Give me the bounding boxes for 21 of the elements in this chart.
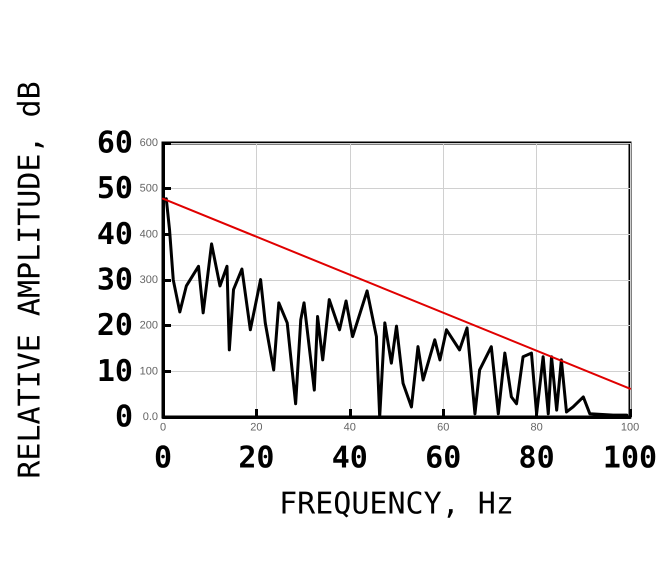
x-tick-label: 0 <box>160 422 166 434</box>
y2-tick-label: 400 <box>140 228 158 240</box>
y-axis-title: RELATIVE AMPLITUDE, dB <box>12 81 48 479</box>
x-tick-label: 100 <box>620 422 640 434</box>
y2-tick-label: 600 <box>140 137 158 149</box>
y2-tick-label: 200 <box>140 320 158 332</box>
y2-tick-label: 300 <box>140 274 158 286</box>
x-tick-label: 80 <box>530 422 543 434</box>
x-tick-label: 60 <box>437 422 450 434</box>
x-tick-label: 40 <box>344 422 356 434</box>
y2-tick-label: 100 <box>140 365 158 378</box>
y-tick-label: 60 <box>96 126 133 160</box>
y2-tick-label: 0.0 <box>142 411 158 423</box>
x-tick-label: 20 <box>250 422 263 434</box>
y-tick-label: 50 <box>96 171 133 206</box>
y2-tick-label: 500 <box>140 182 158 195</box>
y-tick-label: 20 <box>96 308 133 344</box>
y-tick-label: 10 <box>96 354 133 389</box>
y-tick-label: 30 <box>96 262 133 298</box>
y-tick-label: 40 <box>96 216 133 252</box>
x-axis-title: FREQUENCY, Hz <box>279 486 514 522</box>
